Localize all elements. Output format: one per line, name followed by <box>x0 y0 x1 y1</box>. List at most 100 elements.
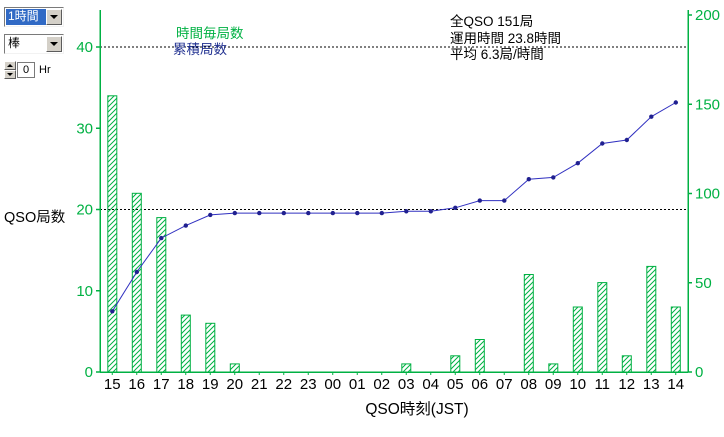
left-axis-tick-label: 40 <box>76 39 93 56</box>
cumulative-point <box>502 198 507 203</box>
style-select-value: 棒 <box>8 36 21 50</box>
cumulative-point <box>673 100 678 105</box>
cumulative-point <box>208 212 213 218</box>
x-axis-tick-label: 17 <box>153 376 170 393</box>
cumulative-point <box>526 177 531 182</box>
cumulative-point <box>477 198 482 203</box>
x-axis-tick-label: 13 <box>643 376 660 393</box>
x-axis-tick-label: 16 <box>128 376 145 393</box>
x-axis-tick-label: 20 <box>226 376 243 393</box>
cumulative-point <box>134 269 139 275</box>
x-axis-tick-label: 22 <box>275 376 292 393</box>
cumulative-point <box>232 210 237 216</box>
right-axis-tick-label: 200 <box>695 7 720 24</box>
cumulative-line <box>111 102 677 312</box>
cumulative-point <box>183 223 188 228</box>
x-axis-tick-label: 07 <box>496 376 513 393</box>
right-axis-tick-label: 150 <box>695 96 720 113</box>
x-axis-tick-label: 23 <box>300 376 317 393</box>
interval-select-value: 1時間 <box>6 9 46 25</box>
cumulative-point <box>404 209 409 214</box>
stat-operating-time: 運用時間 23.8時間 <box>450 30 562 46</box>
style-select[interactable]: 棒 <box>4 34 64 54</box>
hourly-qso-bar <box>107 95 118 373</box>
chevron-down-icon <box>50 42 58 46</box>
spinner-value-field[interactable]: 0 <box>17 62 35 78</box>
right-axis-tick-label: 0 <box>695 364 703 381</box>
x-axis-tick-label: 05 <box>447 376 464 393</box>
hourly-qso-bar <box>597 282 608 373</box>
x-axis-tick-label: 18 <box>177 376 194 393</box>
hourly-qso-bar <box>205 322 216 373</box>
x-axis-tick-label: 04 <box>422 376 439 393</box>
interval-select-arrow-button[interactable] <box>46 9 62 25</box>
x-axis-tick-label: 12 <box>618 376 635 393</box>
legend-hourly-series-label: 時間毎局数 <box>176 26 244 41</box>
left-axis-tick-label: 30 <box>76 120 93 137</box>
cumulative-point <box>600 141 605 146</box>
cumulative-point <box>330 210 335 216</box>
hourly-qso-bar <box>646 265 657 373</box>
interval-select[interactable]: 1時間 <box>4 7 64 27</box>
hourly-qso-bar <box>670 306 681 373</box>
cumulative-point <box>355 210 360 216</box>
legend-cumulative-series-label: 累積局数 <box>173 42 227 57</box>
y-axis-title: QSO局数 <box>4 210 66 226</box>
left-axis-tick-label: 10 <box>76 283 93 300</box>
cumulative-point <box>551 175 556 180</box>
cumulative-point <box>624 137 629 143</box>
hourly-qso-bar <box>621 355 632 373</box>
x-axis-title: QSO時刻(JST) <box>365 401 469 418</box>
arrow-down-icon <box>7 73 13 76</box>
spinner-buttons <box>4 61 16 79</box>
x-axis-tick-label: 03 <box>398 376 415 393</box>
cumulative-point <box>281 210 286 216</box>
cumulative-point <box>110 309 115 314</box>
left-axis-tick-label: 20 <box>76 202 93 219</box>
x-axis-tick-label: 02 <box>373 376 390 393</box>
cumulative-point <box>575 161 580 166</box>
x-axis-tick-label: 00 <box>324 376 341 393</box>
hourly-qso-bar <box>180 314 191 373</box>
cumulative-point <box>453 205 458 210</box>
hourly-qso-bar <box>401 363 412 373</box>
style-select-arrow-button[interactable] <box>46 36 62 52</box>
x-axis-tick-label: 15 <box>104 376 121 393</box>
cumulative-point <box>159 235 164 241</box>
x-axis-tick-label: 01 <box>349 376 366 393</box>
hourly-qso-bar <box>572 306 583 373</box>
cumulative-point <box>649 114 654 119</box>
hourly-qso-bar <box>156 217 167 373</box>
right-axis-tick-label: 100 <box>695 186 720 203</box>
arrow-up-icon <box>7 64 13 67</box>
x-axis-tick-label: 14 <box>667 376 684 393</box>
spinner-down-button[interactable] <box>4 70 16 79</box>
hourly-qso-bar <box>229 363 240 373</box>
summary-stats: 全QSO 151局 運用時間 23.8時間 平均 6.3局/時間 <box>450 14 561 64</box>
right-axis-tick-label: 50 <box>695 275 712 292</box>
chevron-down-icon <box>50 15 58 19</box>
x-axis-tick-label: 11 <box>594 376 610 393</box>
x-axis-tick-label: 08 <box>520 376 537 393</box>
x-axis-tick-label: 19 <box>202 376 219 393</box>
left-axis-tick-label: 0 <box>85 364 93 381</box>
cumulative-point <box>306 210 311 216</box>
bars-group <box>107 95 681 373</box>
offset-spinner[interactable]: 0 Hr <box>4 61 51 79</box>
hourly-qso-bar <box>450 355 461 373</box>
stat-total-qso: 全QSO 151局 <box>450 14 534 29</box>
spinner-up-button[interactable] <box>4 61 16 70</box>
x-axis-tick-label: 06 <box>471 376 488 393</box>
hourly-qso-bar <box>131 192 142 373</box>
hourly-qso-bar <box>548 363 559 373</box>
x-axis-tick-label: 09 <box>545 376 562 393</box>
cumulative-point <box>257 210 262 216</box>
hourly-qso-bar <box>474 339 485 373</box>
spinner-unit-label: Hr <box>39 64 51 76</box>
cumulative-point <box>379 210 384 216</box>
x-axis-tick-label: 21 <box>251 376 268 393</box>
stat-average-rate: 平均 6.3局/時間 <box>450 47 544 62</box>
x-axis-tick-label: 10 <box>569 376 586 393</box>
